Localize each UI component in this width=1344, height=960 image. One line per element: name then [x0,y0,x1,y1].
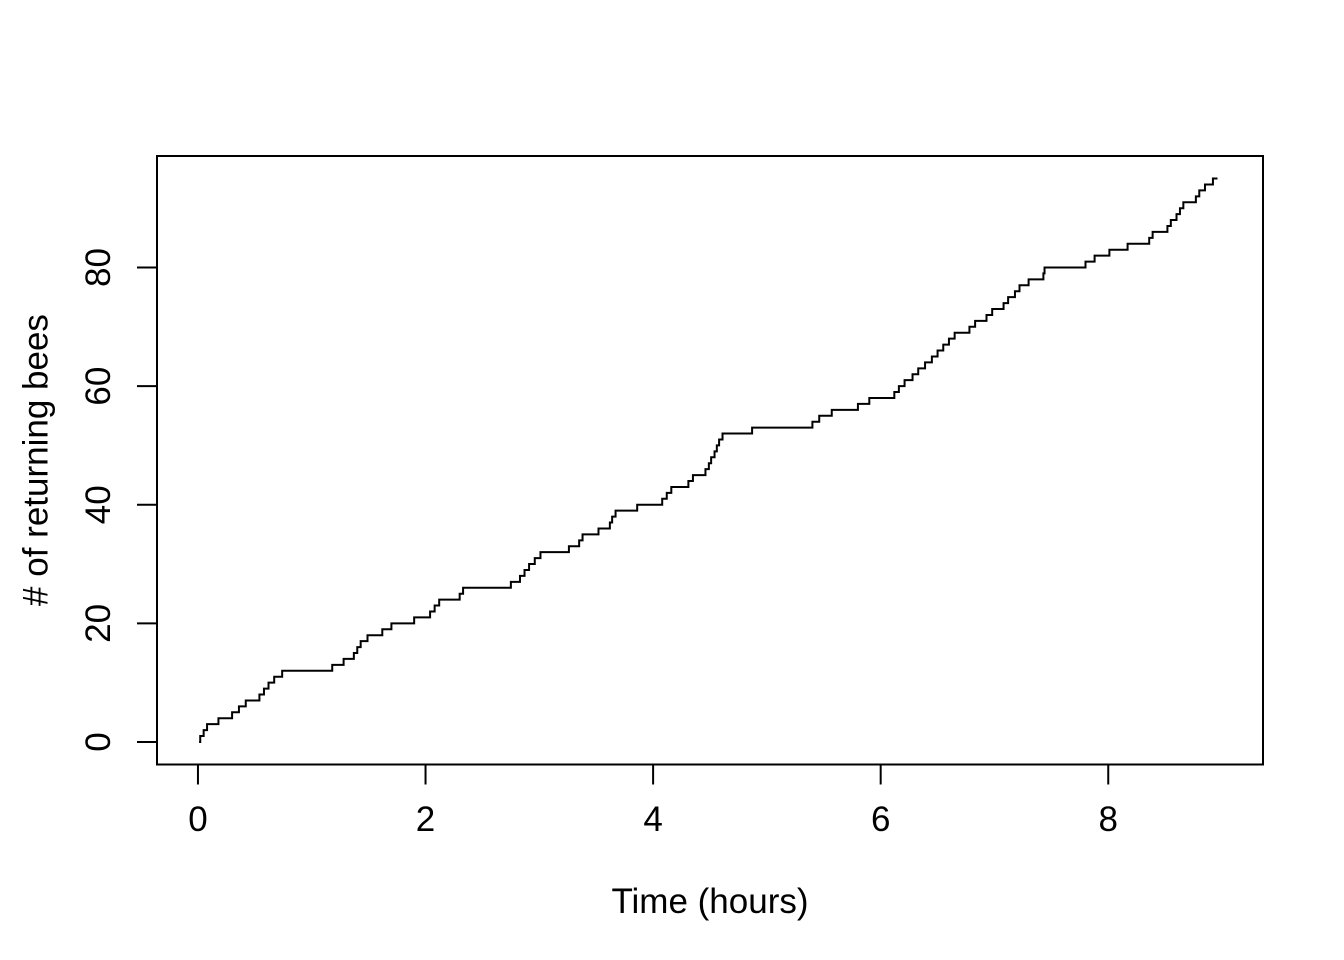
y-tick-label: 0 [79,732,118,751]
x-tick-label: 2 [416,800,435,839]
y-tick-label: 60 [79,367,118,406]
step-line [199,177,1218,743]
x-tick-label: 6 [871,800,890,839]
y-tick-label: 40 [79,485,118,524]
x-axis-ticks [196,764,1110,785]
y-tick-label: 80 [79,248,118,287]
y-axis-ticks [137,266,157,743]
plot-area [156,155,1264,766]
x-tick-label: 8 [1099,800,1118,839]
x-axis-title: Time (hours) [611,882,809,921]
x-tick-label: 0 [188,800,207,839]
y-tick-label: 20 [79,604,118,643]
y-axis-title: # of returning bees [16,314,56,606]
x-axis-tick-labels: 0 2 4 6 8 [188,800,1118,839]
y-axis-tick-labels: 0 20 40 60 80 [79,248,118,752]
x-tick-label: 4 [643,800,662,839]
